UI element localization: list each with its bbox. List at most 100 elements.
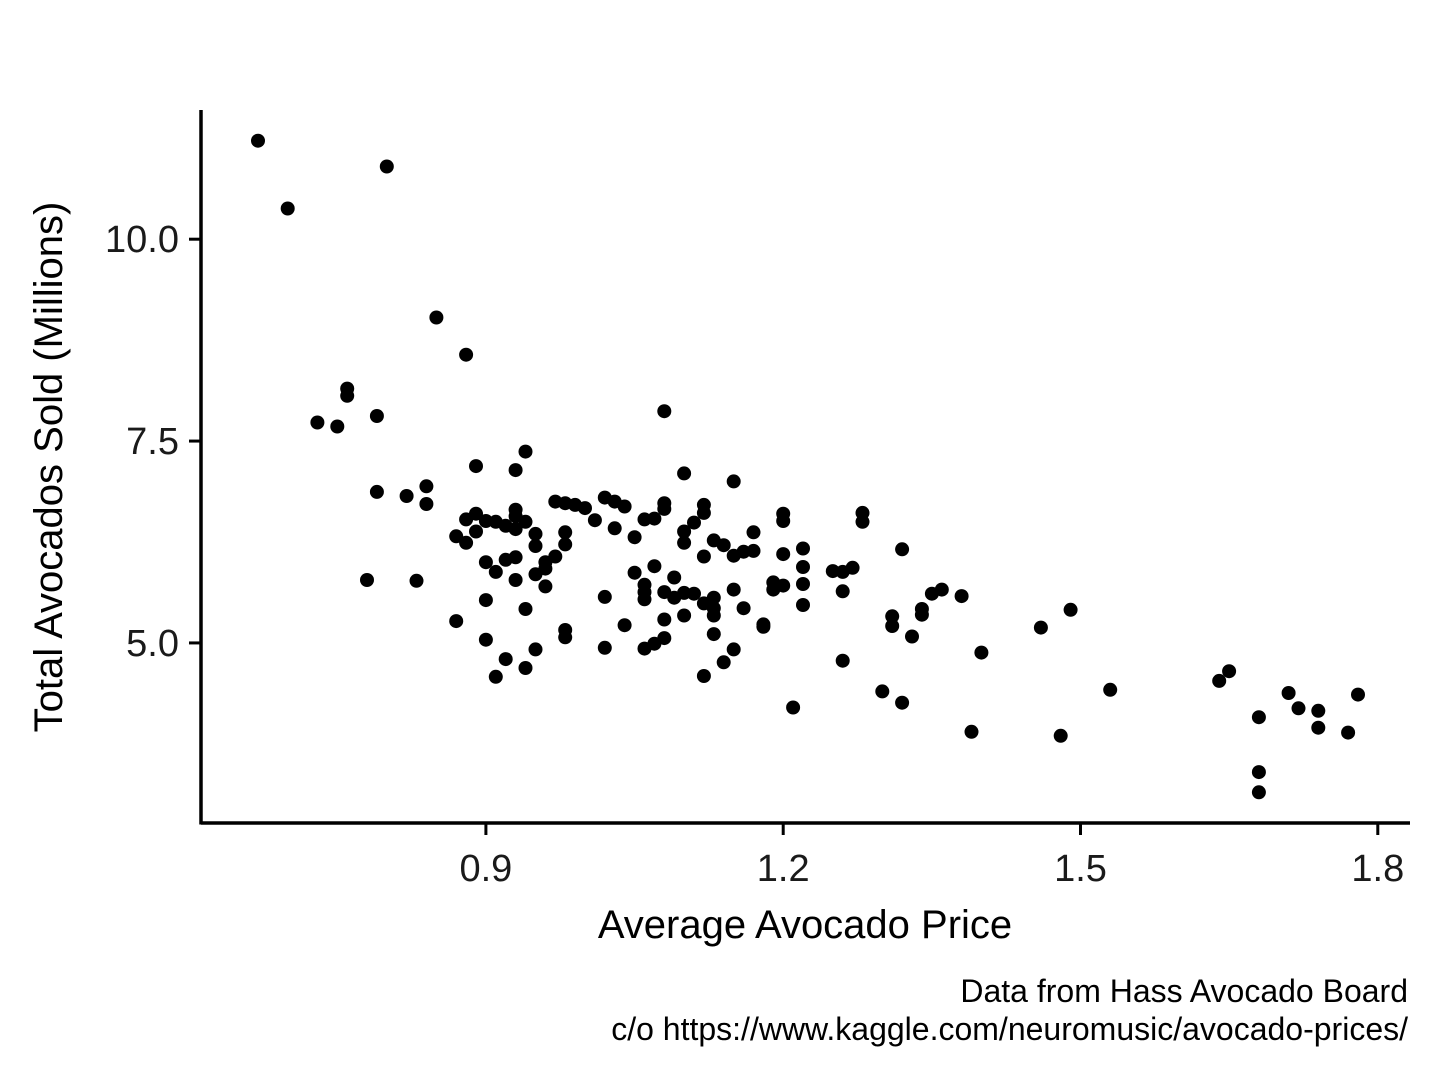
data-point xyxy=(528,526,543,541)
data-point xyxy=(360,573,374,587)
data-point xyxy=(558,525,573,540)
data-point xyxy=(409,573,424,588)
x-tick-label: 1.2 xyxy=(757,848,810,890)
data-point xyxy=(518,602,533,616)
data-point xyxy=(251,133,265,148)
data-point xyxy=(776,547,791,562)
data-point xyxy=(687,586,701,601)
data-point xyxy=(716,655,731,670)
data-point xyxy=(657,612,672,627)
data-point xyxy=(1251,785,1266,800)
data-point xyxy=(449,614,464,629)
data-point xyxy=(1341,725,1356,740)
data-point xyxy=(934,582,949,597)
data-point xyxy=(776,514,791,528)
data-point xyxy=(746,543,761,558)
data-point xyxy=(974,645,989,660)
data-point xyxy=(726,582,741,597)
data-point xyxy=(419,497,434,511)
data-point xyxy=(914,607,929,622)
data-point xyxy=(459,535,474,550)
y-tick-label: 7.5 xyxy=(126,421,179,463)
data-point xyxy=(706,627,721,642)
data-point xyxy=(548,549,563,564)
data-point xyxy=(726,474,741,489)
data-point xyxy=(667,570,682,585)
data-point xyxy=(587,513,602,528)
data-point xyxy=(488,669,503,684)
data-point xyxy=(696,549,711,564)
data-point xyxy=(835,584,850,599)
data-point xyxy=(478,632,493,647)
data-point xyxy=(597,640,612,655)
data-point xyxy=(677,608,692,623)
data-point xyxy=(469,524,483,539)
data-point xyxy=(677,535,692,550)
data-point xyxy=(399,489,414,503)
data-point xyxy=(518,444,533,459)
data-point xyxy=(677,466,692,481)
data-point xyxy=(627,530,642,545)
data-point xyxy=(469,506,483,521)
data-point xyxy=(419,479,434,494)
data-point xyxy=(617,499,632,514)
points-layer xyxy=(251,133,1365,800)
data-point xyxy=(459,347,474,362)
data-point xyxy=(617,618,632,633)
data-point xyxy=(478,555,493,570)
x-axis-title: Average Avocado Price xyxy=(598,903,1012,947)
data-point xyxy=(1291,701,1306,716)
data-point xyxy=(746,525,761,540)
data-point xyxy=(845,560,860,575)
y-tick-label: 5.0 xyxy=(126,623,179,665)
data-point xyxy=(696,505,711,520)
data-point xyxy=(657,404,672,419)
data-point xyxy=(786,700,801,715)
data-point xyxy=(478,593,493,608)
data-point xyxy=(449,529,464,544)
data-point xyxy=(875,684,890,699)
data-point xyxy=(657,501,672,516)
data-point xyxy=(528,539,543,553)
y-tick-label: 10.0 xyxy=(105,219,179,261)
caption: Data from Hass Avocado Board c/o https:/… xyxy=(611,972,1408,1048)
data-point xyxy=(677,524,692,539)
data-point xyxy=(369,409,384,423)
data-point xyxy=(964,724,979,739)
data-point xyxy=(796,577,810,591)
data-point xyxy=(855,514,870,529)
data-point xyxy=(736,601,751,616)
data-point xyxy=(330,419,345,434)
data-point xyxy=(756,619,771,634)
data-point xyxy=(796,560,810,574)
data-point xyxy=(597,589,612,604)
data-point xyxy=(518,661,533,675)
data-point xyxy=(796,598,810,612)
data-point xyxy=(558,537,573,552)
caption-line-url: c/o https://www.kaggle.com/neuromusic/av… xyxy=(611,1011,1408,1047)
data-point xyxy=(1212,673,1227,688)
data-point xyxy=(429,310,444,325)
data-point xyxy=(796,541,810,556)
data-point xyxy=(488,564,503,579)
data-point xyxy=(538,579,553,594)
data-point xyxy=(627,565,642,580)
data-point xyxy=(310,415,325,430)
data-point xyxy=(954,589,969,604)
data-point xyxy=(647,559,662,574)
data-point xyxy=(895,695,910,710)
data-point xyxy=(1033,620,1048,635)
data-point xyxy=(1053,728,1068,743)
data-point xyxy=(1222,664,1237,679)
data-point xyxy=(528,642,543,657)
data-point xyxy=(1311,703,1326,718)
data-point xyxy=(538,561,553,576)
data-point xyxy=(508,463,523,478)
x-tick-label: 1.8 xyxy=(1351,848,1404,890)
data-point xyxy=(508,573,523,587)
data-point xyxy=(776,578,791,593)
data-point xyxy=(905,629,919,644)
data-point xyxy=(1311,720,1326,735)
data-point xyxy=(280,201,295,216)
